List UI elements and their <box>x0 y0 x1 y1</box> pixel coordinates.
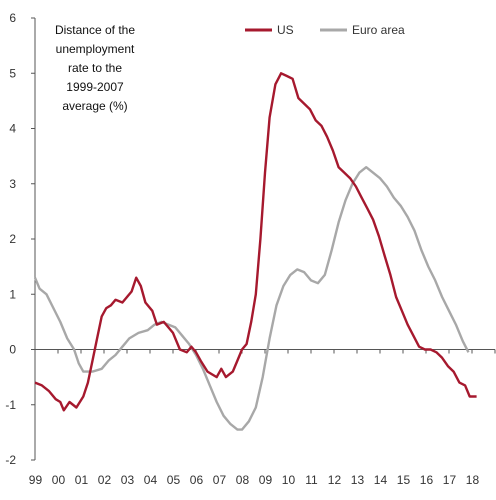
series-line-euro-area <box>33 166 470 431</box>
chart-title-line: unemployment <box>56 42 135 56</box>
y-tick-label: -2 <box>5 453 16 467</box>
x-tick-label: 07 <box>213 473 227 487</box>
x-tick-label: 16 <box>420 473 434 487</box>
x-tick-label: 10 <box>282 473 296 487</box>
x-tick-label: 14 <box>374 473 388 487</box>
x-tick-label: 12 <box>328 473 342 487</box>
chart-title-line: Distance of the <box>55 23 135 37</box>
y-tick-label: 6 <box>9 11 16 25</box>
chart-title-line: average (%) <box>62 99 127 113</box>
series-lines <box>33 72 477 431</box>
series-line-us <box>34 72 477 412</box>
x-tick-label: 99 <box>29 473 43 487</box>
y-tick-label: 2 <box>9 232 16 246</box>
y-tick-label: 4 <box>9 122 16 136</box>
y-tick-label: 5 <box>9 66 16 80</box>
chart-title-line: 1999-2007 <box>66 80 124 94</box>
x-tick-label: 06 <box>190 473 204 487</box>
x-tick-label: 05 <box>167 473 181 487</box>
x-tick-label: 01 <box>75 473 89 487</box>
x-tick-label: 03 <box>121 473 135 487</box>
x-tick-label: 15 <box>397 473 411 487</box>
y-tick-label: 0 <box>9 343 16 357</box>
y-tick-label: 1 <box>9 287 16 301</box>
x-tick-label: 13 <box>351 473 365 487</box>
legend-label-us: US <box>277 23 294 37</box>
x-tick-label: 00 <box>52 473 66 487</box>
x-tick-label: 18 <box>466 473 480 487</box>
x-tick-label: 08 <box>236 473 250 487</box>
x-tick-label: 04 <box>144 473 158 487</box>
y-tick-label: -1 <box>5 398 16 412</box>
x-tick-label: 11 <box>305 473 318 487</box>
chart-title: Distance of the unemployment rate to the… <box>55 23 135 113</box>
x-tick-label: 17 <box>443 473 457 487</box>
legend-label-euro-area: Euro area <box>352 23 405 37</box>
legend: US Euro area <box>245 23 405 37</box>
chart-title-line: rate to the <box>68 61 122 75</box>
x-tick-label: 09 <box>259 473 273 487</box>
y-tick-label: 3 <box>9 177 16 191</box>
x-tick-label: 02 <box>98 473 112 487</box>
